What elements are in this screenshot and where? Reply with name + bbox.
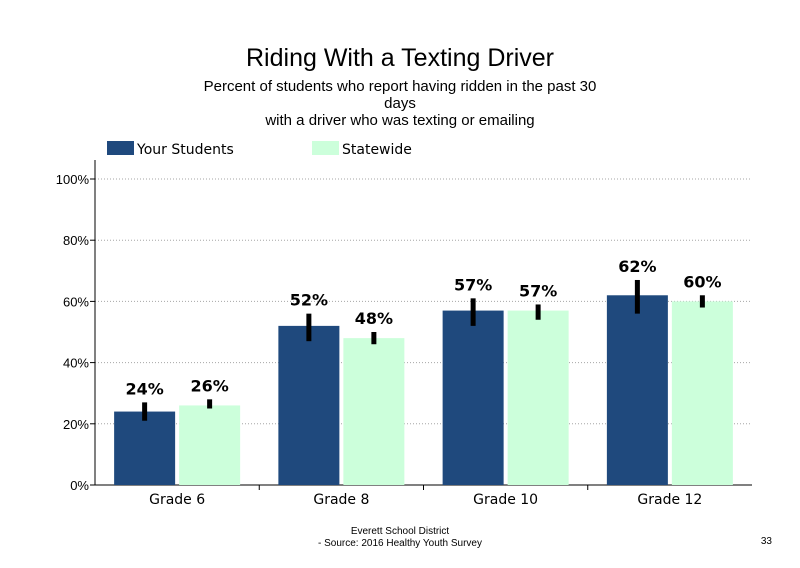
subtitle-line-2: days	[384, 95, 416, 112]
data-label: 60%	[683, 272, 721, 291]
data-label: 52%	[290, 291, 328, 310]
data-label: 62%	[618, 257, 656, 276]
footer-source: - Source: 2016 Healthy Youth Survey	[318, 538, 482, 549]
chart-title: Riding With a Texting Driver	[246, 44, 554, 72]
y-tick-label: 80%	[63, 233, 89, 248]
bar-your-students	[442, 310, 504, 485]
x-tick-label: Grade 8	[313, 492, 369, 508]
legend-swatch-your-students	[107, 141, 134, 155]
bar-statewide	[507, 310, 569, 485]
bar-your-students	[278, 325, 340, 485]
data-label: 26%	[190, 376, 228, 395]
subtitle-line-1: Percent of students who report having ri…	[203, 78, 597, 95]
subtitle-line-3: with a driver who was texting or emailin…	[265, 112, 535, 129]
legend-label: Statewide	[342, 142, 412, 158]
y-tick-label: 0%	[70, 478, 89, 493]
bar-statewide	[671, 301, 733, 485]
y-tick-label: 100%	[56, 172, 90, 187]
data-label: 57%	[519, 281, 557, 300]
x-tick-label: Grade 6	[149, 492, 205, 508]
data-label: 57%	[454, 275, 492, 294]
data-label: 48%	[355, 309, 393, 328]
y-tick-label: 60%	[63, 294, 89, 309]
y-tick-label: 40%	[63, 356, 89, 371]
bar-statewide	[179, 405, 241, 485]
x-tick-label: Grade 10	[473, 492, 538, 508]
bar-your-students	[606, 295, 668, 485]
footer-district: Everett School District	[350, 526, 450, 537]
data-label: 24%	[125, 379, 163, 398]
legend-swatch-statewide	[312, 141, 339, 155]
y-tick-label: 20%	[63, 417, 89, 432]
footer: Everett School District - Source: 2016 H…	[250, 526, 550, 550]
bar-your-students	[114, 411, 176, 485]
page-number: 33	[760, 536, 772, 547]
bar-statewide	[343, 338, 405, 485]
chart-subtitle: Percent of students who report having ri…	[150, 78, 650, 129]
legend-label: Your Students	[136, 142, 234, 158]
x-tick-label: Grade 12	[637, 492, 702, 508]
